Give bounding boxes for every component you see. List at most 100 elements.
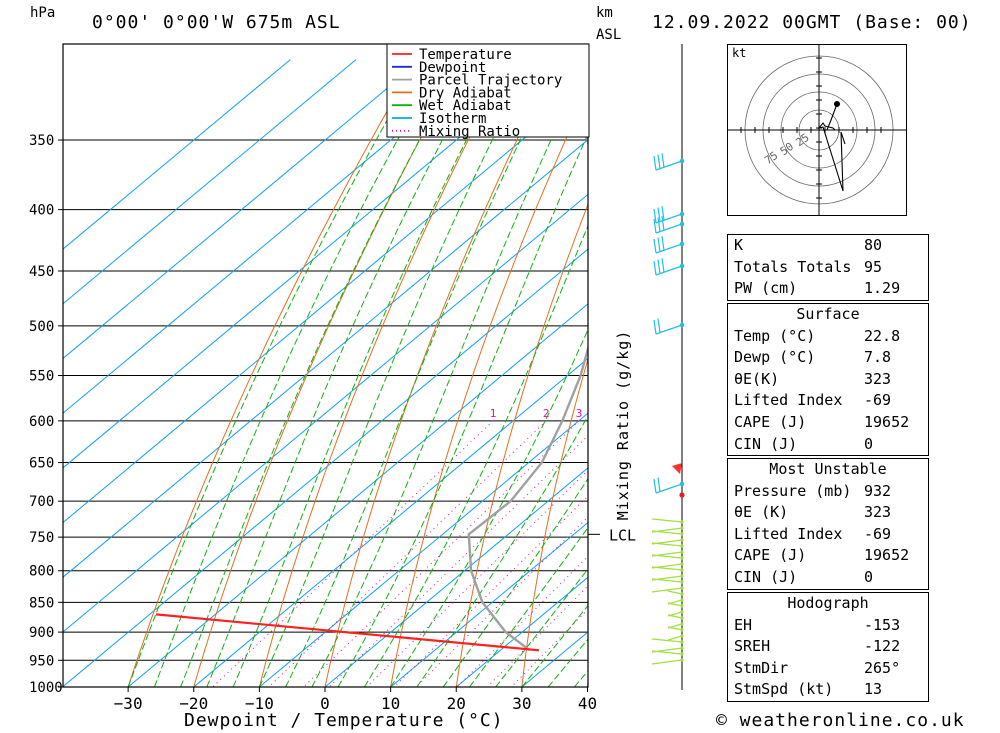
wind-barb — [653, 216, 685, 234]
temperature-line — [155, 613, 540, 652]
dry-adiabat-line — [258, 59, 510, 687]
wet-adiabat-line — [258, 59, 534, 687]
wet-adiabat-line — [495, 568, 588, 687]
mu-row: CIN (J) 0 — [728, 567, 928, 589]
wind-barb — [667, 626, 684, 632]
pressure-tick-label: 800 — [29, 564, 54, 580]
hodograph-start-dot — [834, 101, 840, 107]
mixing-ratio-line — [268, 420, 547, 687]
surface-row: CAPE (J) 19652 — [728, 412, 928, 434]
mixing-ratio-label: 3 — [576, 407, 583, 420]
legend-entry: Temperature — [419, 47, 512, 63]
surface-title: Surface — [796, 305, 860, 323]
temperature-tick-label: 30 — [512, 694, 531, 713]
surface-row: CIN (J) 0 — [728, 434, 928, 456]
temperature-tick-label: 0 — [320, 694, 330, 713]
most-unstable-table: Most Unstable Pressure (mb) 932 θE (K) 323 L… — [727, 458, 929, 590]
wind-barb — [667, 590, 684, 596]
wind-barb — [651, 542, 684, 548]
wind-barb — [667, 634, 684, 641]
isotherm-line — [259, 412, 588, 687]
pressure-tick-label: 700 — [29, 494, 54, 510]
pressure-tick-label: 550 — [29, 369, 54, 385]
surface-row: Dewp (°C) 7.8 — [728, 347, 928, 369]
isotherm-line — [127, 303, 588, 687]
mu-label: θE (K) — [734, 503, 789, 522]
wind-barb — [653, 318, 685, 335]
hodo-row: SREH -122 — [728, 636, 928, 658]
km-unit-label: km — [596, 5, 613, 21]
dry-adiabat-line — [127, 59, 417, 687]
mu-value: 932 — [864, 481, 892, 500]
wet-adiabat-line — [127, 59, 423, 687]
hodograph-unit-label: kt — [732, 46, 746, 60]
hodo-value: -153 — [864, 615, 901, 634]
mixing-ratio-label: 4 — [600, 407, 607, 420]
mu-value: 0 — [864, 567, 874, 586]
wind-barb — [653, 236, 685, 254]
pressure-tick-label: 450 — [29, 264, 54, 280]
wet-adiabat-line — [232, 59, 509, 687]
isotherm-line — [63, 59, 422, 360]
wet-adiabat-line — [285, 59, 561, 687]
temperature-tick-label: 10 — [381, 694, 400, 713]
dry-adiabat-line — [193, 59, 464, 687]
mixing-ratio-label: 8 — [661, 407, 668, 420]
isotherm-line — [63, 248, 588, 687]
isotherm-line — [63, 59, 357, 305]
mu-value: 19652 — [864, 546, 910, 565]
location-title: 0°00' 0°00'W 675m ASL — [92, 12, 341, 33]
lcl-label: LCL — [609, 526, 636, 544]
isotherm-line — [455, 576, 588, 687]
k-value: 80 — [864, 236, 883, 254]
dry-adiabat-line — [587, 674, 588, 687]
dry-adiabat-line — [390, 89, 588, 687]
surface-table: Surface Temp (°C) 22.8 Dewp (°C) 7.8 θE(K) 32… — [727, 303, 929, 457]
surface-value: -69 — [864, 391, 892, 410]
pressure-tick-label: 400 — [29, 203, 54, 219]
hodo-row: StmDir 265° — [728, 658, 928, 680]
mixing-ratio-label: 10 — [679, 407, 692, 420]
surface-row: Temp (°C) 22.8 — [728, 326, 928, 348]
legend-entry: Parcel Trajectory — [419, 73, 562, 89]
surface-value: 7.8 — [864, 348, 892, 367]
wet-adiabat-line — [206, 59, 486, 687]
hodograph-ring-label: 50 — [778, 140, 796, 158]
wind-barb — [651, 530, 684, 536]
mixing-ratio-label: 1 — [490, 407, 497, 420]
mixing-ratio-line — [366, 469, 588, 687]
mu-row: CAPE (J) 19652 — [728, 545, 928, 567]
copyright-footer[interactable]: © weatheronline.co.uk — [716, 710, 965, 731]
pressure-tick-label: 850 — [29, 595, 54, 611]
isotherm-line — [390, 521, 588, 687]
k-label: K — [734, 236, 744, 254]
most-unstable-title: Most Unstable — [769, 460, 887, 478]
wind-barb — [651, 650, 684, 656]
surface-label: Dewp (°C) — [734, 348, 816, 367]
wind-barb — [653, 477, 685, 494]
wind-barb-flag — [672, 463, 682, 474]
mu-value: 323 — [864, 503, 892, 522]
hodograph-trace — [817, 103, 846, 192]
surface-label: CAPE (J) — [734, 412, 807, 431]
mu-label: CAPE (J) — [734, 546, 807, 565]
wind-barb — [651, 658, 684, 665]
wet-adiabat-line — [153, 59, 443, 687]
hodograph-ring-label: 75 — [762, 149, 780, 167]
x-axis-title: Dewpoint / Temperature (°C) — [184, 710, 504, 731]
mu-label: Lifted Index — [734, 524, 843, 543]
hodo-label: StmSpd (kt) — [734, 680, 834, 699]
wind-barb — [651, 586, 684, 593]
pressure-tick-label: 350 — [29, 133, 54, 149]
hodo-label: StmDir — [734, 658, 789, 677]
pressure-tick-label: 900 — [29, 625, 54, 641]
mu-row: θE (K) 323 — [728, 502, 928, 524]
legend-entry: Wet Adiabat — [419, 98, 512, 114]
mu-value: -69 — [864, 524, 892, 543]
isotherm-line — [63, 59, 488, 414]
mixing-ratio-label: 6 — [635, 407, 642, 420]
hodo-value: 265° — [864, 658, 901, 677]
totals-value: 95 — [864, 257, 883, 276]
